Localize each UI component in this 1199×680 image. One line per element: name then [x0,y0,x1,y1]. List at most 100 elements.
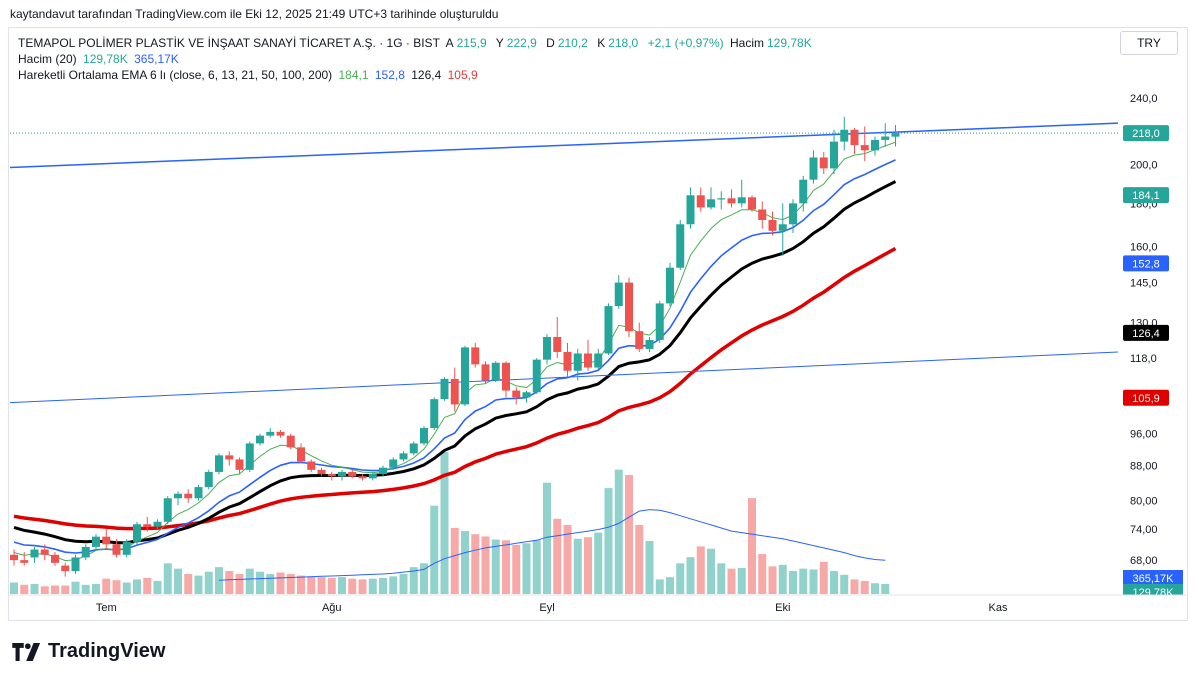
candle-body [379,467,387,475]
candle-body [348,471,357,477]
volume-bar [860,580,869,594]
volume-bar [379,577,387,594]
candle-body [461,347,469,405]
candle-body [286,435,295,448]
candle-body [471,347,480,365]
candle-body [522,392,531,398]
volume-bar [461,531,469,594]
price-label: 184,1 [1132,190,1160,202]
volume-bar [327,577,336,594]
candle-body [604,306,613,354]
candle-body [307,461,316,470]
volume-bar [338,577,346,594]
ema-lines [13,141,897,562]
volume-bar [748,498,756,594]
volume-bar [737,567,746,594]
candle-body [389,459,398,468]
volume-bar [143,577,152,594]
candle-body [143,524,152,527]
candle-body [399,453,408,460]
price-label-box [1123,324,1169,341]
low-value: 210,2 [557,36,588,50]
candle-body [20,560,29,563]
volume-bar [235,574,244,594]
candle-body [112,544,121,555]
ema21-line [13,180,897,545]
volume-bar [92,584,100,594]
x-tick-label: Tem [96,602,117,614]
ema13-value: 152,8 [374,68,405,82]
volume-bar [553,518,562,594]
volume-bar [112,580,121,594]
candle-body [655,303,664,340]
volume-bar [686,557,695,594]
candle-body [153,521,162,527]
volume-bar [10,582,18,594]
volume-bar [204,571,213,594]
candle-body [225,455,234,460]
x-tick-label: Ağu [322,602,342,614]
volume-bar [409,567,418,594]
price-label-box [1123,389,1169,406]
volume-bar [799,568,808,594]
trendline-2[interactable] [9,351,1119,404]
volume-bar [102,578,111,594]
trendline-1[interactable] [9,122,1119,169]
ema6-value: 184,1 [338,68,369,82]
candle-body [625,282,633,332]
y-tick-label: 145,0 [1130,278,1158,290]
candle-body [686,195,695,225]
volume-bar [40,586,49,594]
candle-body [122,541,131,555]
volume-bar [194,575,203,594]
candle-body [553,336,562,352]
volume-bar [122,582,131,594]
snapshot-caption: kaytandavut tarafından TradingView.com i… [10,7,499,21]
volume-bar [368,578,377,594]
volume-bar [163,563,172,594]
volume-bar [481,536,490,594]
volume-bar [522,543,531,594]
candle-body [614,282,623,307]
candle-body [409,443,418,454]
volume-bar [286,574,295,594]
volume-indicator-legend[interactable]: Hacim (20) 129,78K 365,17K [18,52,182,67]
candle-body [768,219,777,231]
volume-bar [789,570,797,594]
candle-body [707,199,715,208]
candle-body [778,224,787,231]
candle-body [368,474,377,479]
volume-bar [450,527,459,594]
volume-indicator-value-1: 129,78K [83,52,128,66]
volume-bar [604,488,613,594]
volume-bar [666,577,674,594]
candle-body [737,197,746,204]
currency-button[interactable]: TRY [1120,31,1178,55]
candle-body [696,195,705,208]
symbol-name[interactable]: TEMAPOL POLİMER PLASTİK VE İNŞAAT SANAYİ… [18,36,440,50]
x-tick-label: Eyl [539,602,554,614]
volume-bar [471,534,480,594]
candle-body [809,157,818,180]
volume-bar [614,469,623,594]
volume-bar [440,452,449,594]
volume-bar [502,540,510,594]
candle-body [799,179,808,204]
volume-bar [655,579,664,594]
candle-body [860,145,869,151]
candle-body [532,359,541,393]
volume-bar [297,575,305,594]
candle-body [338,471,346,477]
high-value: 222,9 [506,36,537,50]
volume-bar [184,574,193,594]
volume-bar [51,585,59,594]
volume-bar [245,568,254,594]
candle-body [502,362,510,391]
brand-name: TradingView [48,640,166,662]
y-tick-label: 118,0 [1130,353,1157,365]
candle-body [276,431,285,436]
volume-bar [543,482,551,594]
ema-legend[interactable]: Hareketli Ortalama EMA 6 lı (close, 6, 1… [18,68,481,83]
candle-body [676,224,685,268]
